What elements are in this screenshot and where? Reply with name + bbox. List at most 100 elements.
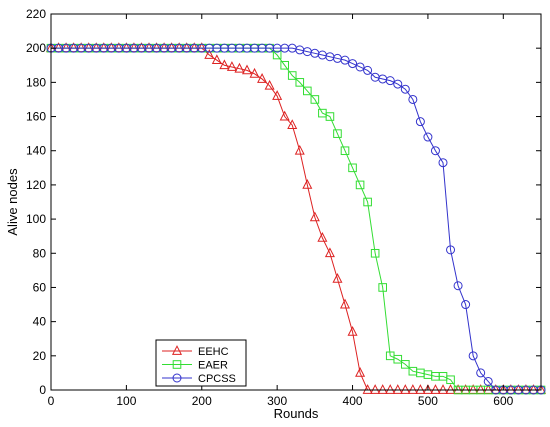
- y-tick-label: 80: [33, 246, 47, 260]
- data-point: [355, 62, 365, 72]
- data-point: [294, 144, 305, 155]
- y-tick-label: 120: [26, 178, 46, 192]
- x-tick-label: 600: [493, 394, 513, 408]
- legend-label: CPCSS: [198, 373, 236, 385]
- y-tick-label: 60: [33, 280, 47, 294]
- data-point: [355, 180, 365, 190]
- data-point: [468, 351, 478, 361]
- plot-area: [51, 14, 541, 390]
- data-point: [295, 78, 305, 87]
- y-tick-label: 100: [26, 212, 46, 226]
- axes-layer: 0 100 200 300 400 500 600 0 20 40 60 80 100 120 140 160…: [26, 7, 542, 408]
- data-point: [483, 376, 493, 386]
- y-tick-label: 220: [26, 7, 46, 21]
- data-point: [392, 384, 403, 394]
- plot-background: [51, 14, 541, 390]
- data-point: [407, 384, 418, 394]
- data-point: [378, 283, 387, 292]
- axes-frame: [50, 13, 542, 391]
- y-axis-label: Alive nodes: [5, 168, 20, 236]
- data-point: [363, 65, 373, 75]
- x-axis-label: Rounds: [274, 406, 319, 421]
- data-point: [415, 384, 426, 394]
- legend-label: EAER: [198, 360, 228, 372]
- data-point: [370, 384, 381, 394]
- data-point: [408, 94, 418, 104]
- data-point: [393, 79, 403, 89]
- data-point: [430, 384, 441, 394]
- data-point: [340, 55, 350, 65]
- data-point: [385, 76, 395, 86]
- data-point: [446, 245, 456, 255]
- data-point: [377, 384, 388, 394]
- data-point: [234, 62, 245, 73]
- data-point: [423, 132, 433, 142]
- data-point: [437, 384, 449, 394]
- y-tick-label: 20: [33, 349, 47, 363]
- legend-item-cpcss: CPCSS: [162, 373, 236, 385]
- y-tick-label: 200: [26, 41, 46, 55]
- data-point: [257, 73, 268, 83]
- data-point: [264, 79, 275, 90]
- data-point: [348, 163, 357, 173]
- data-point: [309, 211, 320, 222]
- data-point: [310, 95, 320, 104]
- y-tick-label: 140: [26, 144, 46, 158]
- data-point: [362, 384, 373, 394]
- data-point: [445, 384, 456, 394]
- data-point: [355, 367, 366, 377]
- data-point: [340, 146, 350, 156]
- data-point: [370, 248, 380, 258]
- data-point: [363, 197, 372, 207]
- data-point: [446, 375, 455, 385]
- data-point: [325, 112, 335, 121]
- legend-marker: [172, 373, 182, 383]
- data-point: [453, 281, 463, 291]
- data-point: [347, 325, 358, 336]
- data-point: [333, 129, 342, 138]
- data-point: [415, 117, 425, 127]
- data-point: [438, 158, 448, 168]
- data-point: [219, 59, 230, 70]
- x-tick-label: 300: [267, 394, 287, 408]
- data-point: [332, 273, 343, 283]
- data-point: [401, 360, 410, 369]
- data-point: [287, 119, 298, 129]
- data-point: [272, 50, 282, 60]
- data-point: [400, 384, 411, 394]
- data-point: [324, 247, 335, 258]
- data-point: [461, 300, 471, 310]
- y-tick-label: 40: [33, 315, 47, 329]
- data-point: [339, 298, 351, 309]
- x-tick-label: 400: [343, 394, 363, 408]
- data-point: [400, 84, 410, 94]
- data-point: [204, 49, 215, 59]
- y-tick-label: 160: [26, 110, 46, 124]
- data-point: [280, 60, 289, 70]
- data-point: [476, 368, 486, 378]
- x-tick-label: 100: [116, 394, 136, 408]
- data-point: [272, 90, 283, 100]
- data-point: [241, 64, 253, 75]
- legend-marker: [171, 345, 183, 355]
- data-point: [211, 54, 222, 65]
- data-point: [385, 384, 396, 394]
- x-tick-label: 200: [192, 394, 212, 408]
- x-tick-label: 500: [418, 394, 438, 408]
- data-point: [317, 231, 328, 242]
- data-point: [348, 59, 358, 69]
- data-point: [279, 110, 290, 121]
- legend-item-eehc: EEHC: [162, 345, 229, 358]
- data-point: [422, 384, 433, 394]
- data-point: [430, 146, 440, 156]
- data-point: [287, 71, 297, 80]
- y-tick-label: 0: [39, 383, 46, 397]
- data-point: [302, 179, 313, 189]
- legend-item-eaer: EAER: [162, 360, 228, 372]
- data-point: [249, 67, 260, 78]
- data-point: [303, 86, 312, 96]
- data-point: [393, 354, 403, 364]
- legend-label: EEHC: [198, 346, 229, 358]
- legend-marker: [172, 360, 182, 369]
